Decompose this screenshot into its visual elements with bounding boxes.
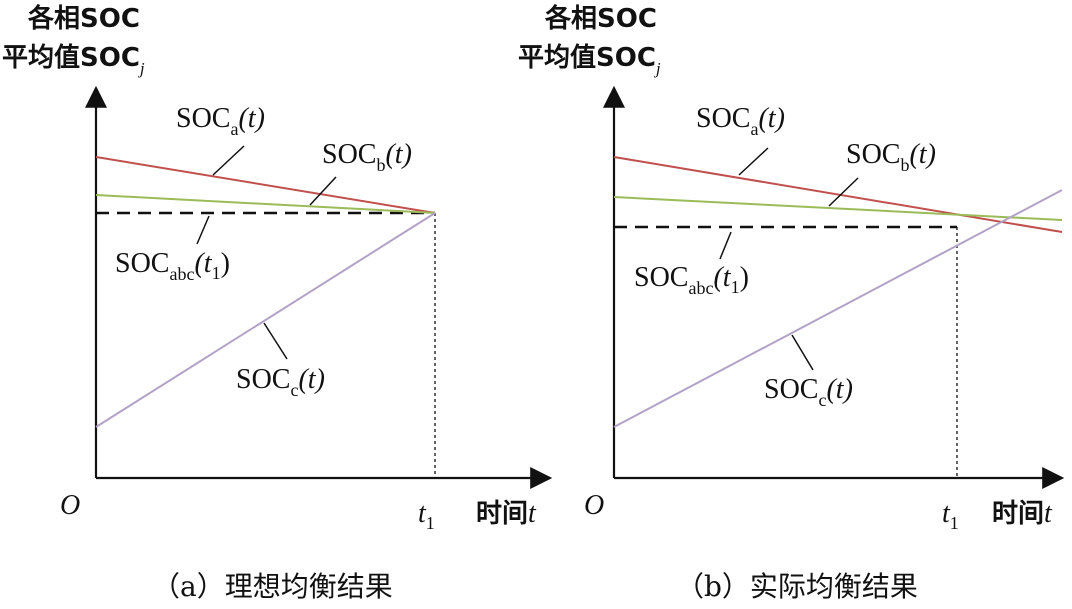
panel-b-leader-c bbox=[791, 334, 814, 371]
panel-b-origin-label: O bbox=[584, 490, 604, 521]
panel-b-ylabel-line1: 各相SOC bbox=[544, 3, 657, 34]
panel-a-leader-avg bbox=[196, 215, 210, 245]
panel-b-label-soc-c: SOCc(t) bbox=[764, 374, 853, 410]
panel-b-ylabel-line2: 平均值SOCj bbox=[518, 43, 661, 78]
panel-a-ylabel-line2: 平均值SOCj bbox=[2, 43, 145, 78]
panel-b-label-soc-a: SOCa(t) bbox=[696, 103, 785, 139]
panel-a-ylabel-line1: 各相SOC bbox=[27, 3, 140, 34]
panel-a-leader-b bbox=[309, 176, 337, 206]
panel-a-soc-b-line bbox=[95, 194, 436, 214]
panel-a-leader-a bbox=[212, 145, 245, 176]
panel-a-label-soc-a: SOCa(t) bbox=[176, 103, 265, 139]
panel-a-x-label: 时间t bbox=[476, 498, 537, 529]
panel-b-t1-label: t1 bbox=[942, 498, 959, 533]
panel-a-soc-c-line bbox=[95, 212, 436, 428]
panel-b-caption: （b）实际均衡结果 bbox=[676, 570, 918, 603]
panel-a-label-soc-b: SOCb(t) bbox=[322, 139, 412, 175]
panel-b: 各相SOC 平均值SOCj SOCa(t) SOCb(t) SOCabc(t1)… bbox=[518, 3, 1065, 603]
panel-a: 各相SOC 平均值SOCj SOCa(t) SOCb(t) SOCabc(t1)… bbox=[2, 3, 553, 603]
panel-b-leader-avg bbox=[719, 231, 732, 260]
panel-a-label-soc-c: SOCc(t) bbox=[236, 364, 325, 400]
panel-b-label-soc-b: SOCb(t) bbox=[846, 139, 936, 175]
panel-a-label-soc-avg: SOCabc(t1) bbox=[115, 248, 230, 284]
panel-b-soc-b-line bbox=[613, 196, 1063, 221]
panel-a-t1-label: t1 bbox=[418, 498, 435, 533]
panel-b-soc-a-line bbox=[613, 156, 1063, 233]
panel-b-soc-c-line bbox=[613, 189, 1063, 428]
panel-b-leader-b bbox=[828, 177, 859, 207]
panel-a-soc-a-line bbox=[95, 156, 436, 214]
panel-b-leader-a bbox=[738, 147, 769, 176]
panel-a-leader-c bbox=[263, 322, 288, 360]
panel-a-origin-label: O bbox=[60, 490, 80, 521]
panel-b-x-label: 时间t bbox=[992, 498, 1053, 529]
panel-a-caption: （a）理想均衡结果 bbox=[152, 570, 393, 603]
panel-b-label-soc-avg: SOCabc(t1) bbox=[634, 262, 749, 298]
